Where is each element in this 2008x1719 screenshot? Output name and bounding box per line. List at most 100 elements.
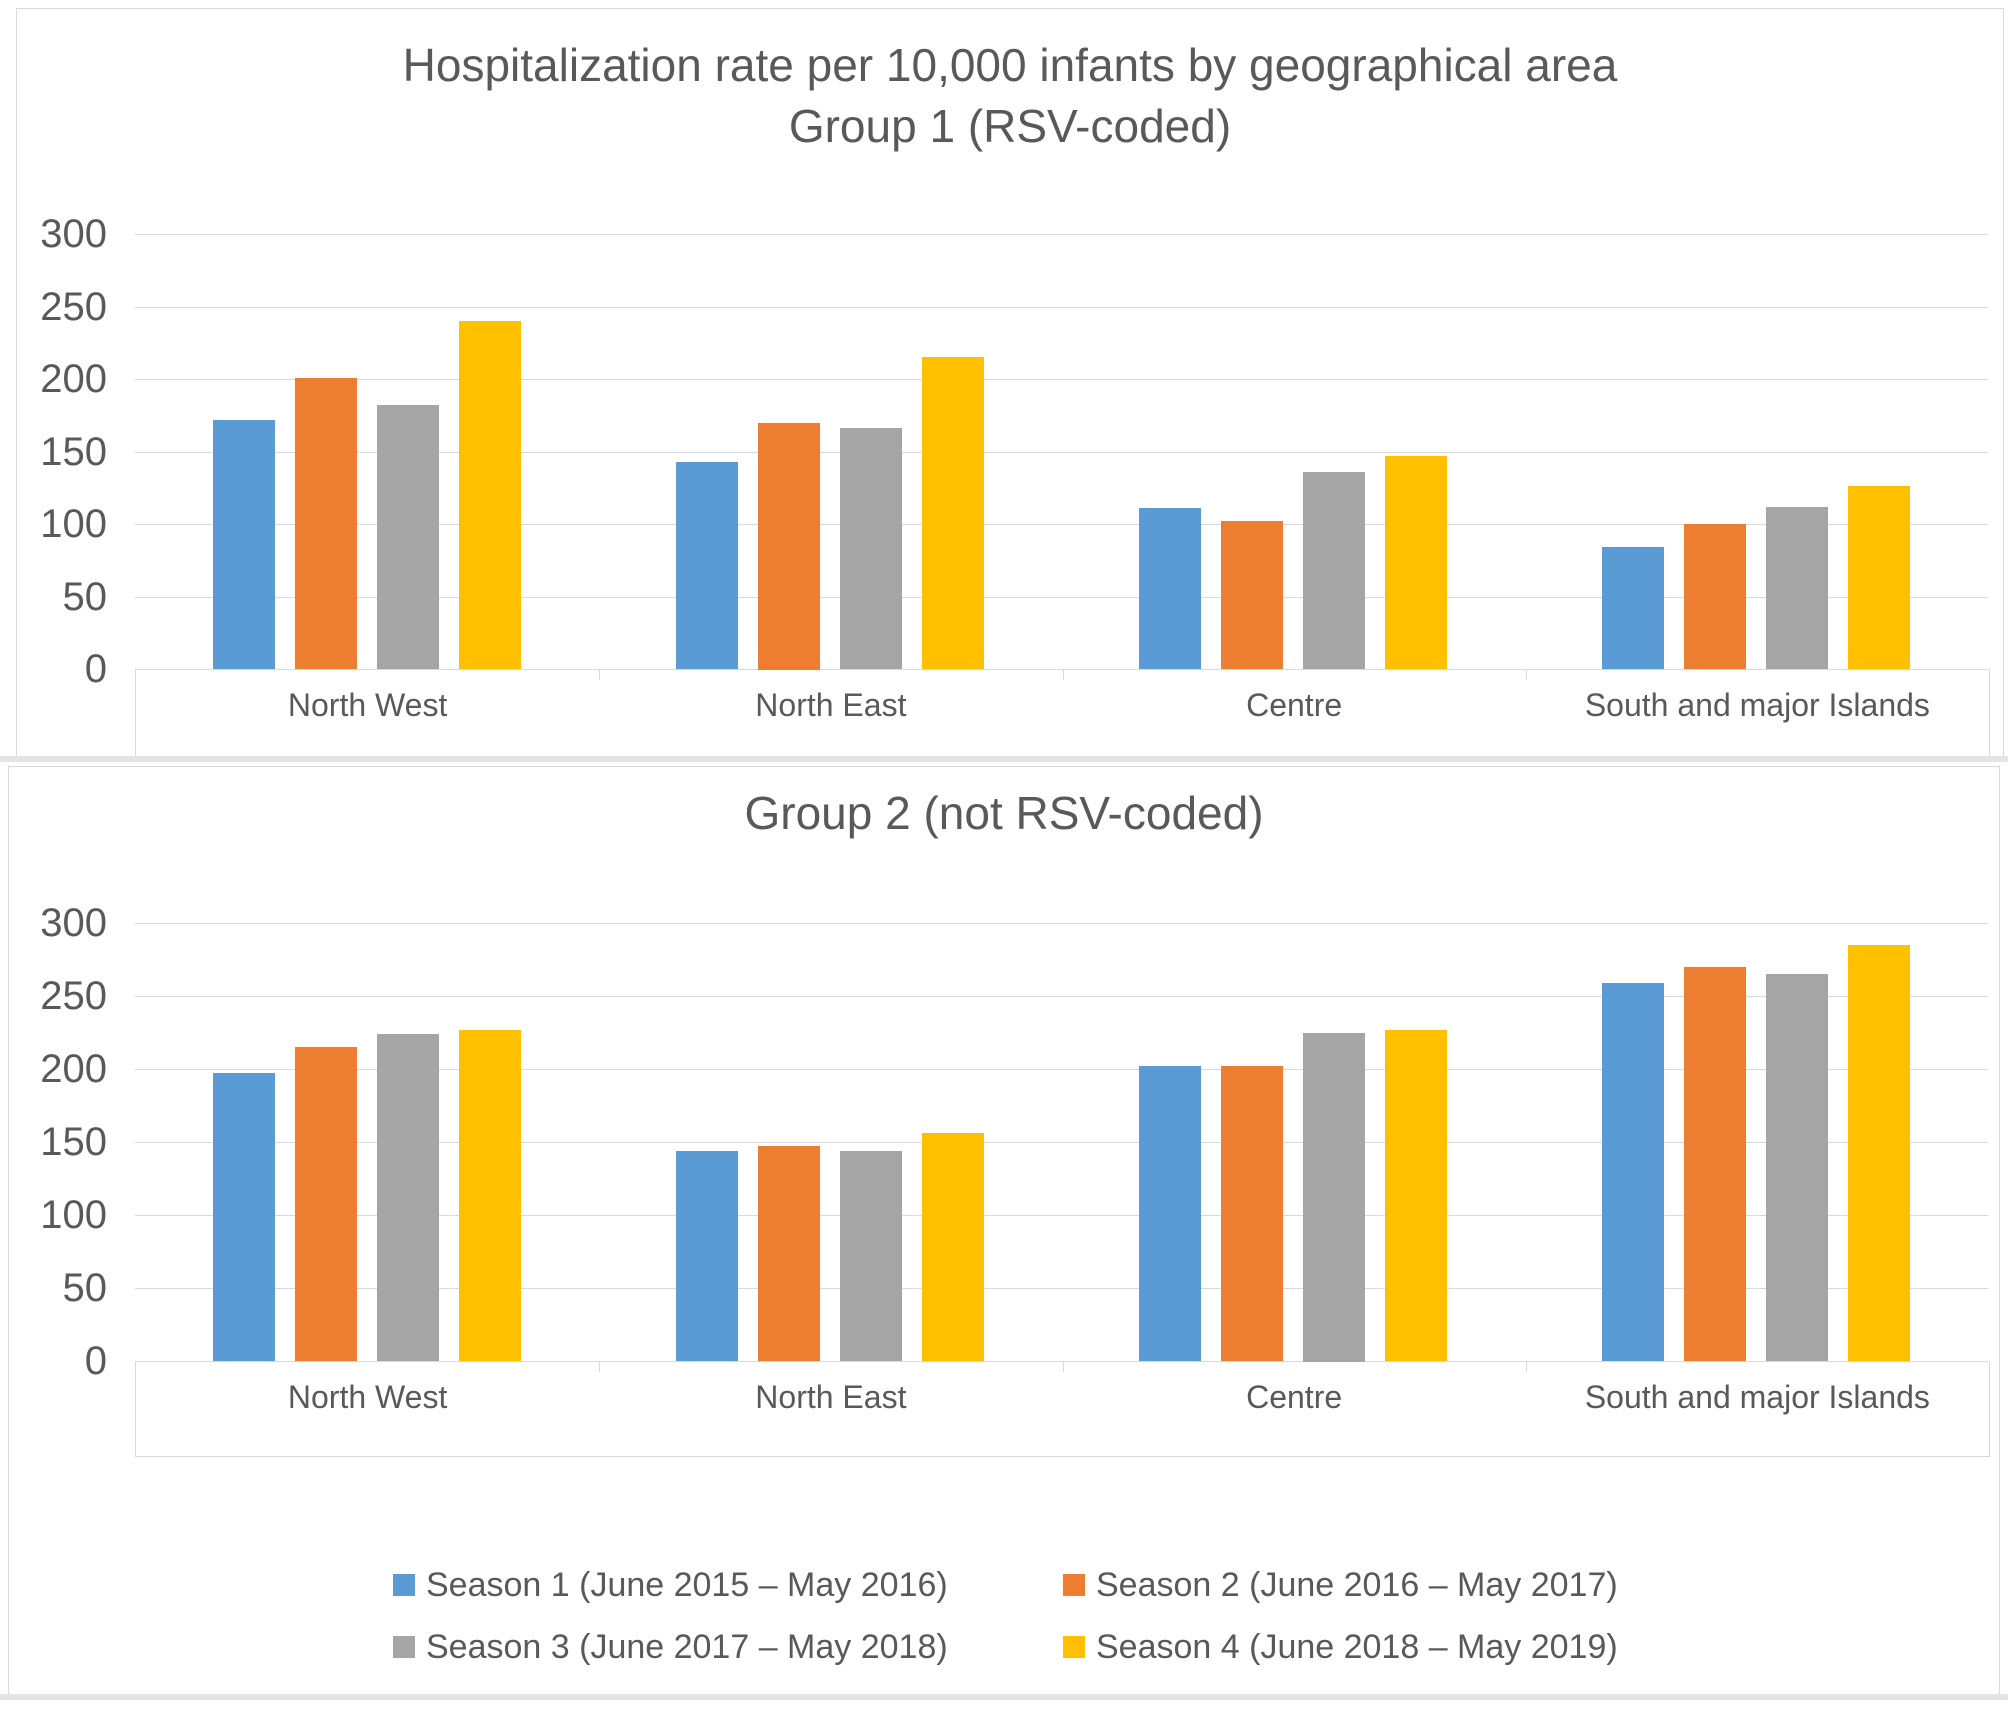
chart2-plot-area: [135, 923, 1988, 1362]
y-axis-tick-label: 50: [62, 575, 108, 619]
category-label: North East: [755, 687, 907, 723]
chart1-plot-area: [135, 234, 1988, 670]
gridline-300: [135, 923, 1988, 924]
gridline-200: [135, 1069, 1988, 1070]
bar-north-west-series-2: [295, 1047, 357, 1361]
y-axis-tick-label: 200: [40, 357, 107, 401]
chart2-title-line1: Group 2 (not RSV-coded): [744, 787, 1264, 839]
chart1-y-axis: 0 50 100 150 200 250 300: [17, 9, 107, 761]
chart1-title-line2: Group 1 (RSV-coded): [788, 99, 1232, 152]
chart2-category-axis: North West North East Centre South and majo…: [135, 1361, 1990, 1457]
bar-north-west-series-3: [377, 405, 439, 669]
category-boundary-tick: [1063, 1361, 1064, 1372]
legend-label: Season 4 (June 2018 – May 2019): [1096, 1627, 1618, 1666]
chart1-title: Hospitalization rate per 10,000 infants …: [17, 35, 2003, 156]
gridline-250: [135, 996, 1988, 997]
bar-north-west-series-1: [213, 420, 275, 669]
chart1-category-axis: North West North East Centre South and majo…: [135, 669, 1990, 758]
legend-label: Season 1 (June 2015 – May 2016): [426, 1565, 948, 1604]
legend-swatch-series-1: [393, 1574, 415, 1596]
bar-centre-series-2: [1221, 521, 1283, 669]
bar-south-and-major-islands-series-3: [1766, 974, 1828, 1361]
legend-entry: Season 3 (June 2017 – May 2018): [393, 1623, 1063, 1671]
bar-north-west-series-4: [459, 1030, 521, 1361]
bar-north-east-series-1: [676, 1151, 738, 1361]
y-axis-tick-label: 0: [84, 1339, 107, 1383]
bar-centre-series-3: [1303, 1033, 1365, 1362]
y-axis-tick-label: 50: [62, 1266, 108, 1310]
chart2-y-axis: 0 50 100 150 200 250 300: [9, 767, 107, 1699]
y-axis-tick-label: 100: [40, 1193, 107, 1237]
legend-swatch-series-4: [1063, 1636, 1085, 1658]
bar-north-east-series-4: [922, 357, 984, 669]
bar-south-and-major-islands-series-4: [1848, 945, 1910, 1361]
y-axis-tick-label: 150: [40, 430, 107, 474]
gridline-100: [135, 524, 1988, 525]
gridline-300: [135, 234, 1988, 235]
y-axis-tick-label: 0: [84, 647, 107, 691]
bar-north-east-series-2: [758, 1146, 820, 1361]
bar-south-and-major-islands-series-1: [1602, 547, 1664, 669]
gridline-150: [135, 452, 1988, 453]
bar-south-and-major-islands-series-4: [1848, 486, 1910, 669]
legend-label: Season 2 (June 2016 – May 2017): [1096, 1565, 1618, 1604]
bar-south-and-major-islands-series-2: [1684, 967, 1746, 1361]
chart2-title: Group 2 (not RSV-coded): [9, 783, 1999, 844]
bar-south-and-major-islands-series-2: [1684, 524, 1746, 669]
y-axis-tick-label: 250: [40, 974, 107, 1018]
bar-centre-series-1: [1139, 508, 1201, 669]
y-axis-tick-label: 200: [40, 1047, 107, 1091]
legend-entry: Season 4 (June 2018 – May 2019): [1063, 1623, 1733, 1671]
y-axis-tick-label: 100: [40, 502, 107, 546]
category-label: South and major Islands: [1584, 1379, 1930, 1415]
chart-group1: Hospitalization rate per 10,000 infants …: [16, 8, 2004, 762]
bar-north-east-series-3: [840, 1151, 902, 1361]
bar-centre-series-3: [1303, 472, 1365, 669]
bar-centre-series-1: [1139, 1066, 1201, 1361]
legend: Season 1 (June 2015 – May 2016) Season 2 …: [393, 1561, 1733, 1671]
legend-swatch-series-3: [393, 1636, 415, 1658]
category-label: North West: [287, 1379, 448, 1415]
bar-north-west-series-2: [295, 378, 357, 669]
bar-centre-series-2: [1221, 1066, 1283, 1361]
bar-north-east-series-4: [922, 1133, 984, 1361]
gridline-250: [135, 307, 1988, 308]
gridline-200: [135, 379, 1988, 380]
gridline-50: [135, 597, 1988, 598]
category-boundary-tick: [599, 1361, 600, 1372]
category-label: North West: [287, 687, 448, 723]
bar-north-west-series-4: [459, 321, 521, 669]
legend-label: Season 3 (June 2017 – May 2018): [426, 1627, 948, 1666]
gridline-50: [135, 1288, 1988, 1289]
chart1-title-line1: Hospitalization rate per 10,000 infants …: [402, 39, 1618, 91]
bar-centre-series-4: [1385, 1030, 1447, 1361]
gridline-0: [135, 669, 1988, 670]
bar-north-west-series-1: [213, 1073, 275, 1361]
category-boundary-tick: [1526, 669, 1527, 680]
bar-north-west-series-3: [377, 1034, 439, 1361]
category-label: South and major Islands: [1584, 687, 1930, 723]
category-boundary-tick: [599, 669, 600, 680]
chart-separator: [0, 756, 2008, 762]
bar-centre-series-4: [1385, 456, 1447, 669]
bar-north-east-series-1: [676, 462, 738, 669]
category-boundary-tick: [1063, 669, 1064, 680]
gridline-0: [135, 1361, 1988, 1362]
bottom-border: [0, 1694, 2008, 1700]
bar-north-east-series-2: [758, 423, 820, 670]
y-axis-tick-label: 300: [40, 901, 107, 945]
y-axis-tick-label: 300: [40, 212, 107, 256]
legend-entry: Season 2 (June 2016 – May 2017): [1063, 1561, 1733, 1609]
legend-swatch-series-2: [1063, 1574, 1085, 1596]
bar-south-and-major-islands-series-3: [1766, 507, 1828, 669]
chart-group2: Group 2 (not RSV-coded) 0 50 100 150 200 250 3…: [8, 766, 2000, 1700]
bar-south-and-major-islands-series-1: [1602, 983, 1664, 1361]
category-label: Centre: [1246, 687, 1343, 723]
legend-entry: Season 1 (June 2015 – May 2016): [393, 1561, 1063, 1609]
gridline-100: [135, 1215, 1988, 1216]
category-label: Centre: [1246, 1379, 1343, 1415]
y-axis-tick-label: 250: [40, 285, 107, 329]
gridline-150: [135, 1142, 1988, 1143]
y-axis-tick-label: 150: [40, 1120, 107, 1164]
category-label: North East: [755, 1379, 907, 1415]
